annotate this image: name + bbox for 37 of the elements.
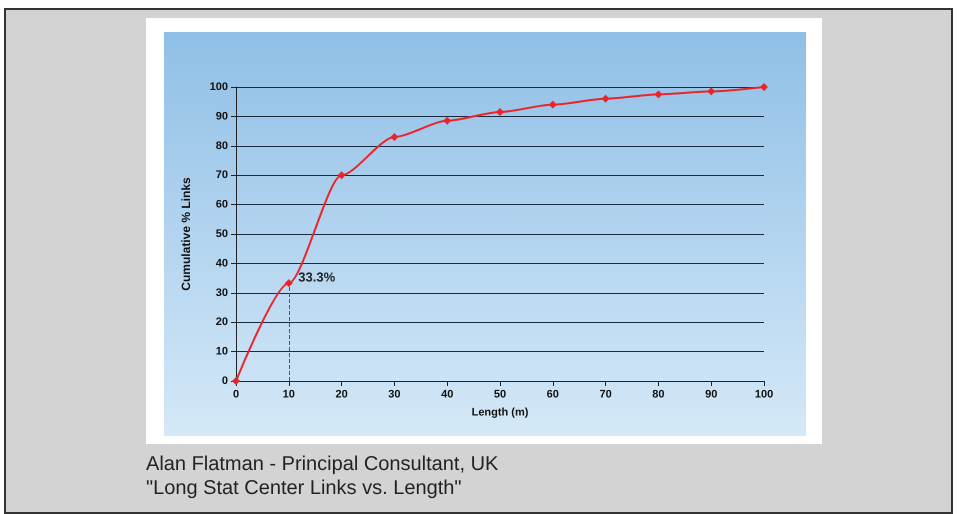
- y-tick-label: 20: [216, 316, 228, 328]
- x-tick-label: 100: [754, 388, 774, 400]
- x-tick-label: 50: [494, 388, 506, 400]
- y-tick-label: 100: [210, 81, 228, 93]
- point: [390, 132, 398, 141]
- y-tick-label: 50: [216, 228, 228, 240]
- y-tick-label: 60: [216, 198, 228, 211]
- text: Alan Flatman - Principal Consultant, UK: [146, 452, 498, 476]
- y-tick-label: 40: [216, 257, 228, 270]
- y-tick-label: 70: [216, 169, 228, 182]
- y-tick-label: 90: [216, 110, 228, 122]
- y-tick-label: 10: [216, 346, 228, 358]
- x-tick-label: 60: [546, 388, 559, 400]
- point: [707, 87, 716, 96]
- x-tick-label: 0: [232, 388, 240, 400]
- x-tick-label: 80: [652, 388, 665, 400]
- x-tick-label: 30: [388, 388, 401, 400]
- x-axis-title: Length (m): [472, 406, 529, 418]
- point: [602, 94, 610, 103]
- text: "Long Stat Center Links vs. Length": [146, 476, 462, 500]
- x-tick-label: 70: [599, 388, 612, 400]
- y-axis-title: Cumulative % Links: [179, 177, 193, 291]
- y-tick-label: 80: [216, 140, 228, 152]
- x-tick-label: 90: [705, 388, 718, 400]
- point: [548, 100, 557, 109]
- annotation: 33.3%: [298, 270, 336, 285]
- point: [443, 116, 452, 125]
- x-tick-label: 10: [282, 388, 295, 400]
- point: [284, 279, 293, 288]
- point: [496, 108, 504, 116]
- point: [338, 171, 346, 180]
- y-tick-label: 0: [222, 375, 228, 387]
- point: [760, 83, 768, 91]
- y-tick-label: 30: [216, 286, 228, 299]
- x-tick-label: 40: [441, 388, 454, 400]
- point: [654, 90, 662, 98]
- x-tick-label: 20: [335, 388, 348, 400]
